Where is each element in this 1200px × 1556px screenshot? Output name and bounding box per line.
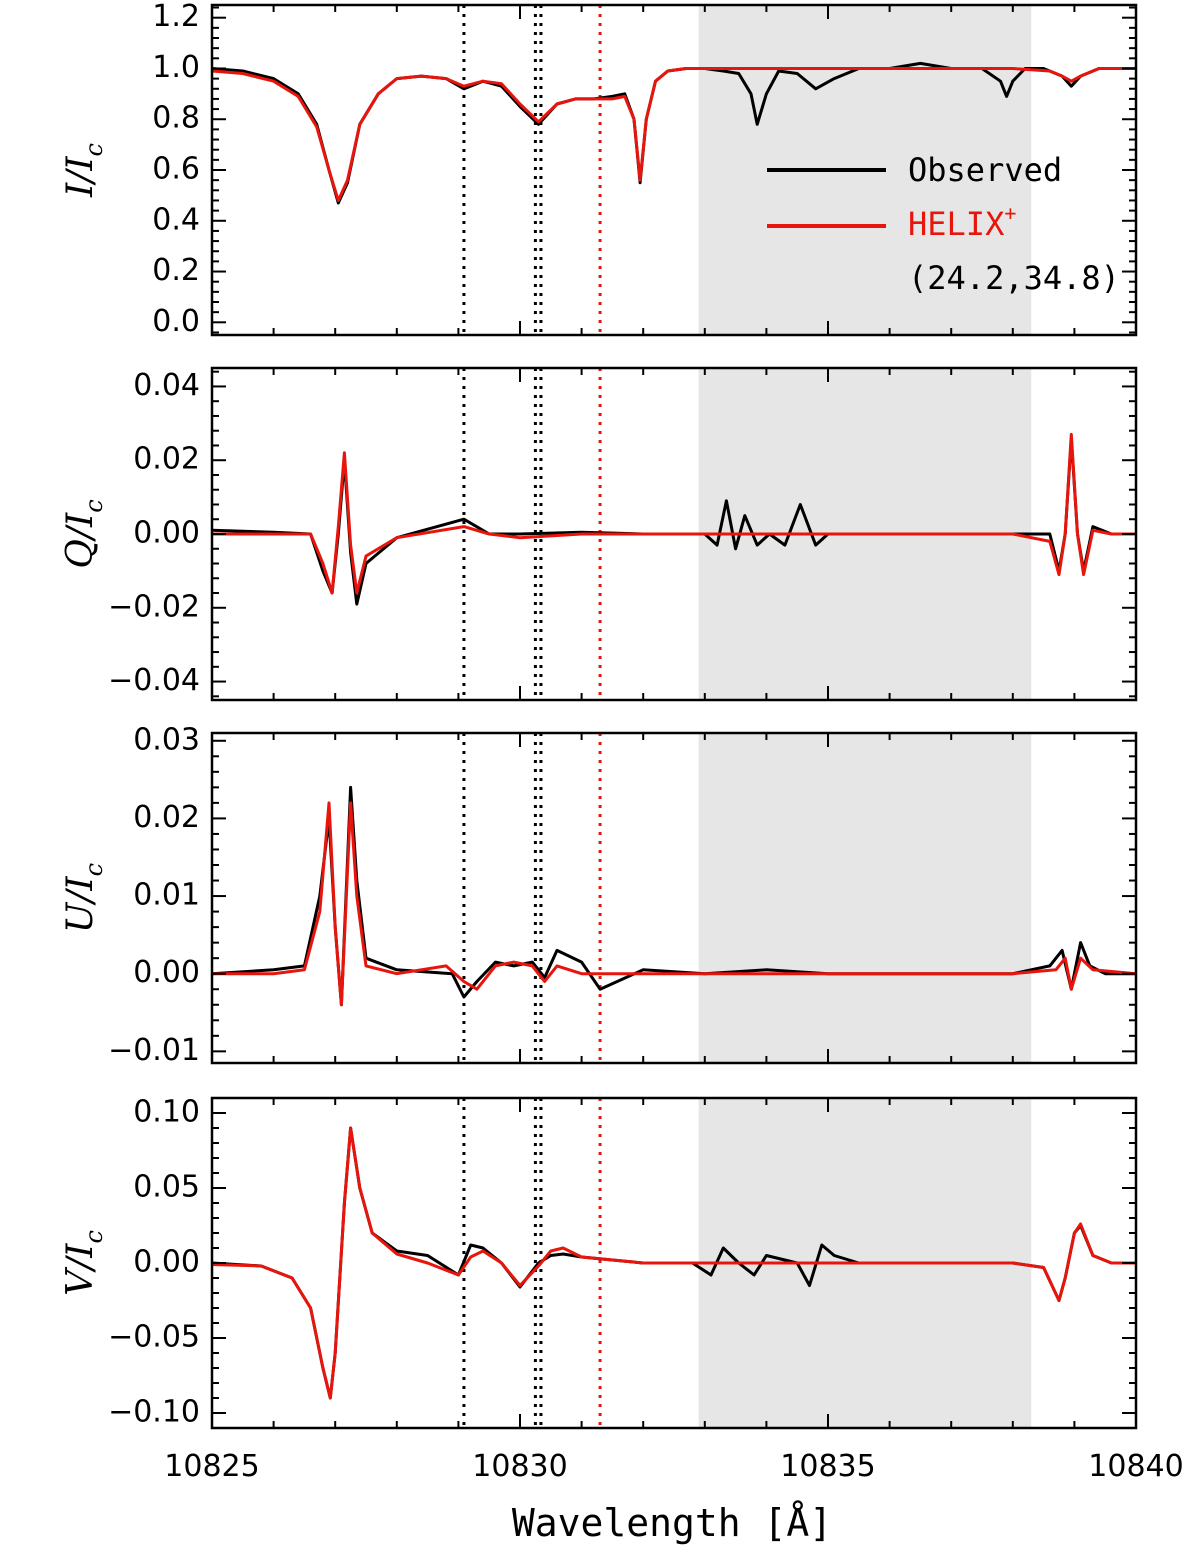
panel-V: −0.10 −0.05 0.00 0.05 0.10 V/Ic: [60, 1095, 1138, 1430]
y-axis-label-main-V: V/I: [60, 1243, 101, 1296]
y-tick-label-Q: −0.02: [108, 589, 200, 624]
legend-annotation: (24.2,34.8): [908, 259, 1120, 297]
x-tick-label: 10835: [780, 1449, 875, 1484]
series-fit-I: [212, 67, 1136, 202]
y-tick-label-I: 0.4: [152, 202, 200, 237]
x-axis-label: Wavelength [Å]: [512, 1501, 832, 1545]
x-tick-label: 10840: [1088, 1449, 1183, 1484]
y-tick-label-V: 0.00: [133, 1245, 200, 1280]
y-tick-label-I: 0.2: [152, 253, 200, 288]
y-tick-label-Q: −0.04: [108, 663, 200, 698]
y-tick-label-V: 0.05: [133, 1170, 200, 1205]
y-axis-label-main-I: I/I: [60, 156, 101, 198]
legend-fit-label: HELIX+: [908, 201, 1016, 244]
y-axis-label-Q: Q/Ic: [60, 499, 108, 568]
legend-fit-label-main: HELIX: [908, 205, 1004, 243]
y-axis-label-main-Q: Q/I: [60, 512, 101, 569]
x-tick-label: 10825: [164, 1449, 259, 1484]
y-tick-label-V: −0.05: [108, 1320, 200, 1355]
series-fit-V: [212, 1126, 1136, 1400]
y-axis-label-sub-U: c: [80, 863, 108, 876]
y-tick-label-U: 0.03: [133, 722, 200, 757]
y-tick-label-V: −0.10: [108, 1395, 200, 1430]
shaded-region-U: [698, 733, 1032, 1063]
y-axis-label-sub-V: c: [80, 1230, 108, 1243]
y-tick-label-U: −0.01: [108, 1033, 200, 1068]
y-tick-label-U: 0.01: [133, 878, 200, 913]
y-tick-label-I: 0.6: [152, 152, 200, 187]
y-tick-label-U: 0.00: [133, 955, 200, 990]
y-tick-label-I: 0.8: [152, 101, 200, 136]
y-tick-label-Q: 0.02: [133, 442, 200, 477]
legend-fit-label-sup: +: [1004, 201, 1016, 225]
panel-Q: −0.04 −0.02 0.00 0.02 0.04 Q/Ic: [60, 366, 1138, 702]
y-axis-label-sub-Q: c: [80, 499, 108, 512]
series-fit-U: [212, 801, 1136, 1007]
y-axis-label-sub-I: c: [80, 143, 108, 156]
y-tick-label-I: 1.0: [152, 50, 200, 85]
y-tick-label-Q: 0.04: [133, 368, 200, 403]
panels-group: 0.00.20.40.60.81.01.2I/Ic−0.04−0.020.000…: [60, 0, 1138, 1430]
x-tick-label: 10830: [472, 1449, 567, 1484]
panel-U: −0.01 0.00 0.01 0.02 0.03 U/Ic: [60, 722, 1138, 1068]
y-tick-label-I: 0.0: [152, 304, 200, 339]
panel-frame-U: [210, 731, 1138, 1065]
panel-I: 0.0 0.2 0.4 0.6 0.8 1.0 1.2 I/Ic: [60, 0, 1138, 339]
y-tick-label-U: 0.02: [133, 800, 200, 835]
legend: Observed HELIX+ (24.2,34.8): [767, 151, 1120, 297]
y-axis-label-V: V/Ic: [60, 1230, 108, 1296]
y-tick-label-Q: 0.00: [133, 516, 200, 551]
series-fit-Q: [212, 432, 1136, 595]
y-tick-label-I: 1.2: [152, 0, 200, 34]
legend-observed-label: Observed: [908, 151, 1062, 189]
y-axis-label-I: I/Ic: [60, 143, 108, 198]
y-tick-label-V: 0.10: [133, 1095, 200, 1130]
x-tick-labels: 10825 10830 10835 10840: [164, 1449, 1183, 1484]
y-axis-label-main-U: U/I: [60, 876, 101, 933]
y-axis-label-U: U/Ic: [60, 863, 108, 933]
